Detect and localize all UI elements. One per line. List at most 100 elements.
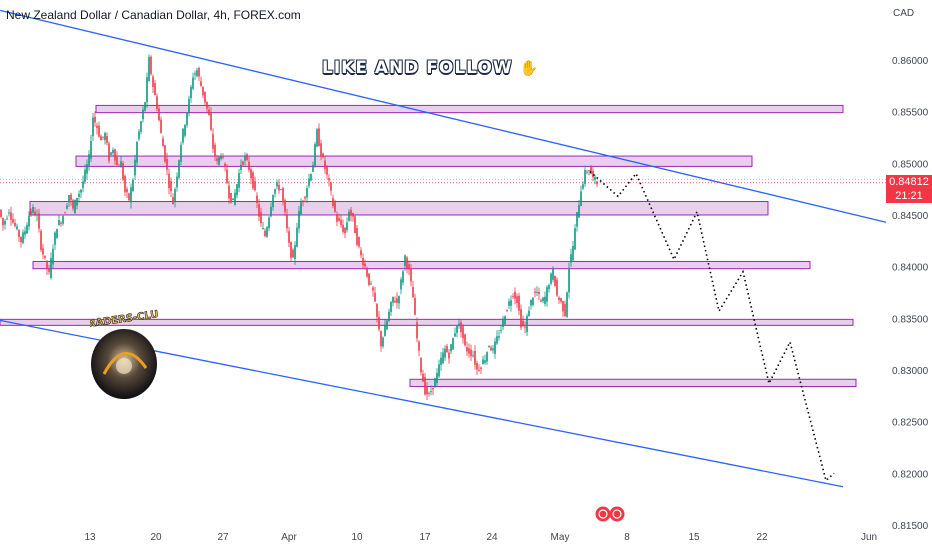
candle-body bbox=[170, 181, 172, 192]
candle-body bbox=[18, 230, 20, 238]
candle-body bbox=[304, 197, 306, 199]
candle-body bbox=[298, 211, 300, 229]
candle-body bbox=[374, 292, 376, 302]
candle-body bbox=[540, 300, 542, 302]
thumbs-up-icon: ✋ bbox=[519, 59, 540, 77]
candle-body bbox=[350, 209, 352, 216]
candle-body bbox=[34, 211, 36, 216]
x-tick-label: 20 bbox=[150, 532, 162, 543]
candle-body bbox=[290, 242, 292, 258]
candle-body bbox=[492, 348, 494, 351]
candle-body bbox=[126, 189, 128, 193]
x-tick-label: 10 bbox=[351, 532, 363, 543]
candle-body bbox=[572, 246, 574, 261]
time-axis[interactable]: 13 20 27 Apr 10 17 24 May 8 15 22 Jun bbox=[84, 532, 877, 543]
candle-body bbox=[232, 198, 234, 201]
candle-body bbox=[110, 152, 112, 155]
candle-body bbox=[26, 224, 28, 234]
candle-body bbox=[542, 297, 544, 302]
candle-body bbox=[112, 149, 114, 154]
trendline[interactable] bbox=[0, 9, 887, 223]
candle-body bbox=[58, 219, 60, 225]
x-tick-label: Apr bbox=[281, 532, 297, 543]
candle-body bbox=[264, 230, 266, 237]
candle-body bbox=[442, 352, 444, 364]
candle-body bbox=[174, 189, 176, 202]
economic-events-icon[interactable] bbox=[595, 505, 627, 523]
sr-zone bbox=[32, 260, 811, 270]
sr-zone bbox=[409, 378, 857, 388]
candle-body bbox=[172, 197, 174, 205]
candle-body bbox=[238, 173, 240, 188]
candle-body bbox=[474, 351, 476, 365]
candle-body bbox=[460, 322, 462, 332]
candle-body bbox=[506, 309, 508, 312]
y-tick-label: 0.82500 bbox=[892, 418, 929, 429]
candle-body bbox=[222, 157, 224, 158]
candle-body bbox=[526, 315, 528, 333]
candle-body bbox=[538, 292, 540, 295]
trendlines-layer[interactable] bbox=[0, 9, 887, 488]
x-tick-label: 22 bbox=[756, 532, 768, 543]
candle-body bbox=[360, 250, 362, 256]
candle-body bbox=[150, 56, 152, 75]
candle-body bbox=[356, 228, 358, 245]
candle-body bbox=[282, 187, 284, 201]
candle-body bbox=[220, 156, 222, 160]
candle-body bbox=[80, 189, 82, 193]
candle-body bbox=[476, 363, 478, 370]
last-price-value: 0.84812 bbox=[889, 176, 929, 188]
candle-body bbox=[106, 135, 108, 143]
candle-body bbox=[242, 161, 244, 165]
candle-body bbox=[580, 191, 582, 206]
candle-body bbox=[366, 268, 368, 277]
candle-body bbox=[152, 76, 154, 88]
candle-body bbox=[420, 358, 422, 373]
logo-text: TRADERS-CLUB bbox=[90, 308, 158, 331]
x-tick-label: 24 bbox=[486, 532, 498, 543]
candle-body bbox=[138, 131, 140, 139]
candle-body bbox=[554, 275, 556, 287]
candle-body bbox=[440, 357, 442, 365]
candle-body bbox=[248, 161, 250, 171]
x-tick-label: 13 bbox=[84, 532, 96, 543]
candle-body bbox=[96, 125, 98, 129]
candle-body bbox=[468, 348, 470, 354]
candle-body bbox=[352, 213, 354, 217]
candle-body bbox=[380, 331, 382, 347]
candle-body bbox=[472, 355, 474, 357]
candle-body bbox=[158, 108, 160, 121]
candle-body bbox=[514, 291, 516, 299]
candle-body bbox=[454, 333, 456, 337]
candle-body bbox=[324, 160, 326, 170]
candle-body bbox=[192, 77, 194, 89]
candle-body bbox=[500, 330, 502, 331]
candle-body bbox=[176, 176, 178, 188]
candle-body bbox=[100, 136, 102, 141]
candle-body bbox=[426, 386, 428, 395]
candle-body bbox=[444, 348, 446, 358]
candle-body bbox=[178, 160, 180, 178]
candle-body bbox=[328, 178, 330, 181]
candle-body bbox=[124, 175, 126, 193]
y-tick-label: 0.85000 bbox=[892, 159, 929, 170]
x-tick-label: 17 bbox=[419, 532, 431, 543]
price-axis[interactable]: 0.86000 0.85500 0.85000 0.84500 0.84000 0.835… bbox=[892, 56, 929, 532]
candle-body bbox=[88, 154, 90, 166]
candle-body bbox=[436, 372, 438, 384]
candle-body bbox=[412, 286, 414, 298]
candle-body bbox=[332, 198, 334, 206]
chart-title: New Zealand Dollar / Canadian Dollar, 4h… bbox=[6, 8, 301, 22]
y-tick-label: 0.86000 bbox=[892, 56, 929, 67]
candle-body bbox=[136, 141, 138, 163]
candle-body bbox=[146, 77, 148, 103]
candle-body bbox=[458, 323, 460, 326]
candle-body bbox=[76, 197, 78, 206]
candle-body bbox=[234, 192, 236, 205]
candle-body bbox=[364, 263, 366, 267]
candle-body bbox=[322, 153, 324, 158]
candle-body bbox=[60, 222, 62, 224]
candle-body bbox=[54, 232, 56, 245]
